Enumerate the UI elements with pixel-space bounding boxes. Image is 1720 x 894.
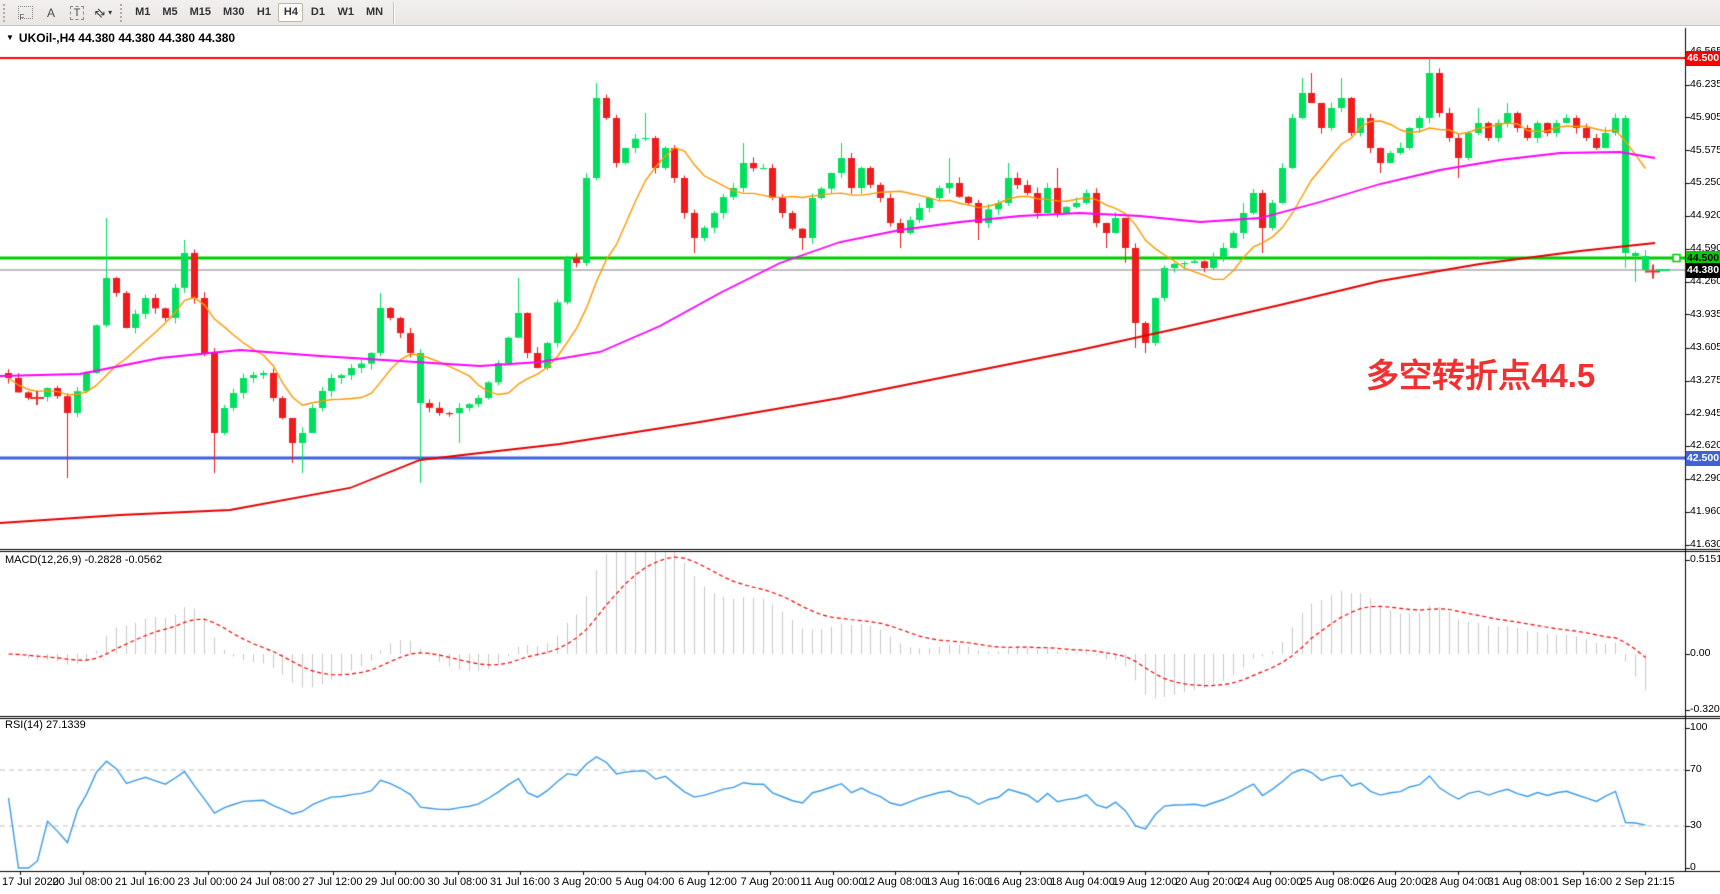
price-axis-badge: 44.380 (1686, 262, 1720, 278)
time-axis-label: 19 Aug 12:00 (1112, 876, 1178, 888)
time-axis-label: 17 Jul 2020 (2, 876, 59, 888)
price-axis-tick-label: 43.605 (1690, 340, 1720, 353)
time-axis-label: 1 Sep 16:00 (1552, 876, 1613, 888)
time-axis-label: 3 Aug 20:00 (553, 876, 612, 888)
time-axis-label: 20 Aug 20:00 (1175, 876, 1240, 888)
chevron-down-icon: ▾ (108, 8, 113, 17)
time-axis-label: 21 Jul 16:00 (115, 876, 175, 888)
macd-axis-tick-label: 0.5151 (1690, 553, 1720, 566)
time-axis-label: 23 Jul 00:00 (177, 876, 238, 888)
time-axis-label: 7 Aug 20:00 (740, 876, 800, 888)
price-axis-tick-label: 41.630 (1690, 538, 1720, 550)
dotted-grid-icon: F (17, 6, 33, 22)
price-axis-tick-label: 41.960 (1690, 505, 1720, 517)
rsi-indicator-label: RSI(14) 27.1339 (5, 719, 86, 731)
ohlc-readout: 44.380 44.380 44.380 44.380 (78, 31, 236, 45)
text-label-tool-icon[interactable]: A (46, 5, 55, 20)
rsi-axis-tick-label: 100 (1690, 721, 1708, 733)
time-axis-label: 24 Jul 08:00 (240, 876, 300, 888)
price-axis-tick-label: 44.920 (1690, 209, 1720, 221)
toolbar-grip (3, 3, 7, 22)
toolbar-separator (393, 1, 395, 24)
timeframe-button-h1[interactable]: H1 (256, 6, 271, 18)
timeframe-button-m15[interactable]: M15 (189, 6, 212, 18)
timeframe-button-m5[interactable]: M5 (162, 6, 178, 18)
time-axis-label: 26 Aug 20:00 (1362, 876, 1428, 888)
time-axis-label: 11 Aug 00:00 (800, 876, 865, 888)
toolbar-grip (120, 3, 124, 22)
chart-annotation-text: 多空转折点44.5 (1366, 357, 1596, 394)
price-axis-tick-label: 43.275 (1690, 373, 1720, 386)
price-axis-tick-label: 45.250 (1690, 176, 1720, 188)
chart-title: ▼ UKOil-,H4 44.380 44.380 44.380 44.380 (6, 31, 235, 45)
price-axis-tick-label: 42.620 (1690, 439, 1720, 451)
rsi-axis-tick-label: 30 (1690, 819, 1702, 831)
time-axis-label: 2 Sep 21:15 (1615, 876, 1675, 888)
timeframe-button-d1[interactable]: D1 (310, 6, 325, 18)
time-axis-label: 25 Aug 08:00 (1300, 876, 1365, 888)
price-axis-tick-label: 45.905 (1690, 110, 1720, 123)
timeframe-button-m30[interactable]: M30 (223, 6, 245, 18)
collapse-triangle-icon: ▼ (6, 33, 14, 42)
price-axis-tick-label: 46.235 (1690, 77, 1720, 90)
price-axis-badge: 44.500 (1686, 250, 1720, 266)
timeframe-button-h4[interactable]: H4 (278, 3, 304, 22)
timeframe-button-w1[interactable]: W1 (337, 6, 354, 18)
time-axis-label: 27 Jul 12:00 (302, 876, 363, 888)
arrows-icon: ⇄ (91, 3, 109, 22)
text-box-tool-icon[interactable]: T (65, 3, 89, 23)
price-axis-tick-label: 42.945 (1690, 406, 1720, 419)
template-grid-icon[interactable]: F (13, 3, 37, 23)
symbol-timeframe: UKOil-,H4 (18, 31, 75, 45)
rsi-axis-tick-label: 70 (1690, 763, 1702, 775)
price-axis-tick-label: 45.575 (1690, 143, 1720, 156)
price-axis-tick-label: 42.290 (1690, 472, 1720, 484)
time-axis-label: 12 Aug 08:00 (862, 876, 928, 888)
time-axis-label: 20 Jul 08:00 (52, 876, 113, 888)
macd-indicator-label: MACD(12,26,9) -0.2828 -0.0562 (5, 554, 163, 566)
arrows-tool-dropdown[interactable]: ⇄ ▾ (91, 3, 116, 23)
toolbar: F A T ⇄ ▾ M1 M5 M15 M30 H1 H4 D1 W1 MN (0, 0, 1720, 26)
time-axis-label: 30 Jul 08:00 (427, 876, 488, 888)
time-axis-label: 16 Aug 23:00 (987, 876, 1053, 888)
macd-axis-tick-label: -0.3207 (1690, 703, 1720, 715)
time-axis-label: 13 Aug 16:00 (925, 876, 990, 888)
macd-axis-tick-label: 0.00 (1690, 647, 1711, 659)
time-axis-label: 6 Aug 12:00 (678, 876, 737, 888)
price-axis-badge: 46.500 (1686, 50, 1720, 66)
price-axis-tick-label: 43.935 (1690, 307, 1720, 320)
time-axis-label: 5 Aug 04:00 (615, 876, 675, 888)
time-axis-label: 24 Aug 00:00 (1237, 876, 1303, 888)
price-axis-badge: 42.500 (1686, 450, 1720, 466)
time-axis-label: 31 Aug 08:00 (1487, 876, 1553, 888)
timeframe-button-m1[interactable]: M1 (135, 6, 151, 18)
rsi-axis-tick-label: 0 (1690, 861, 1696, 873)
price-axis-tick-label: 44.260 (1690, 275, 1720, 287)
time-axis-label: 18 Aug 04:00 (1050, 876, 1115, 888)
time-axis-label: 28 Aug 04:00 (1425, 876, 1490, 888)
timeframe-button-group: M1 M5 M15 M30 H1 H4 D1 W1 MN (129, 3, 389, 22)
timeframe-button-mn[interactable]: MN (365, 6, 384, 18)
time-axis-label: 31 Jul 16:00 (490, 876, 550, 888)
time-axis-label: 29 Jul 00:00 (365, 876, 425, 888)
